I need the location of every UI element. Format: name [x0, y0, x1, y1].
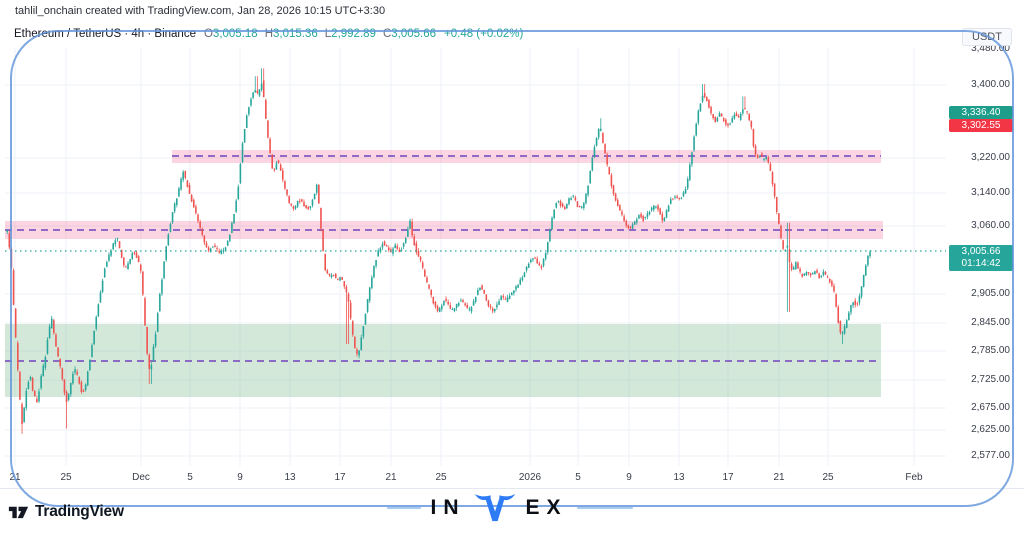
bull-horns-icon [474, 493, 516, 523]
ohlc-values: O3,005.18 H3,015.36 L2,992.89 C3,005.66 [204, 28, 436, 40]
watermark-line-right [576, 506, 633, 510]
symbol-title[interactable]: Ethereum / TetherUS · 4h · Binance [14, 28, 196, 40]
price-tick-label: 2,725.00 [971, 374, 1010, 385]
time-tick-label: Feb [905, 472, 923, 483]
price-badge-red: 3,302.55 [949, 119, 1013, 132]
time-tick-label: 25 [822, 472, 834, 483]
price-tick-label: 3,480.00 [971, 43, 1010, 54]
time-tick-label: 9 [626, 472, 632, 483]
price-tick-label: 2,905.00 [971, 288, 1010, 299]
time-tick-label: Dec [132, 472, 150, 483]
watermark-line-left [387, 506, 422, 510]
footer-divider [0, 488, 1024, 489]
currency-label: USDT [962, 28, 1012, 46]
attribution-text: tahlil_onchain created with TradingView.… [15, 5, 386, 17]
time-tick-label: 21 [9, 472, 21, 483]
current-price-value: 3,005.66 [961, 246, 1001, 257]
time-tick-label: 9 [237, 472, 243, 483]
time-tick-label: 13 [284, 472, 296, 483]
ohlc-item: L2,992.89 [324, 28, 376, 40]
time-tick-label: 13 [673, 472, 685, 483]
ohlc-item: O3,005.18 [203, 28, 258, 40]
watermark-text-right: EX [525, 496, 568, 519]
time-tick-label: 17 [334, 472, 346, 483]
price-tick-label: 2,577.00 [971, 450, 1010, 461]
time-tick-label: 25 [435, 472, 447, 483]
watermark-text-left: IN [430, 496, 466, 519]
tradingview-logo-text: TradingView [35, 503, 124, 520]
price-tick-label: 3,140.00 [971, 187, 1010, 198]
price-tick-label: 2,625.00 [971, 424, 1010, 435]
price-tick-label: 2,845.00 [971, 317, 1010, 328]
price-tick-label: 2,675.00 [971, 402, 1010, 413]
ohlc-item: H3,015.36 [264, 28, 318, 40]
time-tick-label: 5 [187, 472, 193, 483]
time-tick-label: 21 [385, 472, 397, 483]
price-tick-label: 3,400.00 [971, 79, 1010, 90]
price-tick-label: 2,785.00 [971, 345, 1010, 356]
time-tick-label: 21 [773, 472, 785, 483]
ohlc-item: C3,005.66 [382, 28, 437, 40]
tradingview-logo[interactable]: TradingView [8, 503, 124, 521]
price-tick-label: 3,220.00 [971, 152, 1010, 163]
invex-watermark: IN EX [378, 488, 642, 528]
time-tick-label: 25 [60, 472, 72, 483]
time-tick-label: 2026 [518, 472, 542, 483]
time-tick-label: 5 [575, 472, 581, 483]
time-tick-label: 17 [722, 472, 734, 483]
price-change: +0.48 (+0.02%) [444, 28, 524, 40]
tradingview-mark-icon [8, 504, 29, 520]
current-price-badge: 3,005.66 01:14:42 [949, 245, 1013, 271]
price-badge-green: 3,336.40 [949, 106, 1013, 119]
bar-countdown: 01:14:42 [961, 258, 1001, 269]
symbol-info-bar: Ethereum / TetherUS · 4h · Binance O3,00… [14, 28, 523, 40]
price-tick-label: 3,060.00 [971, 220, 1010, 231]
